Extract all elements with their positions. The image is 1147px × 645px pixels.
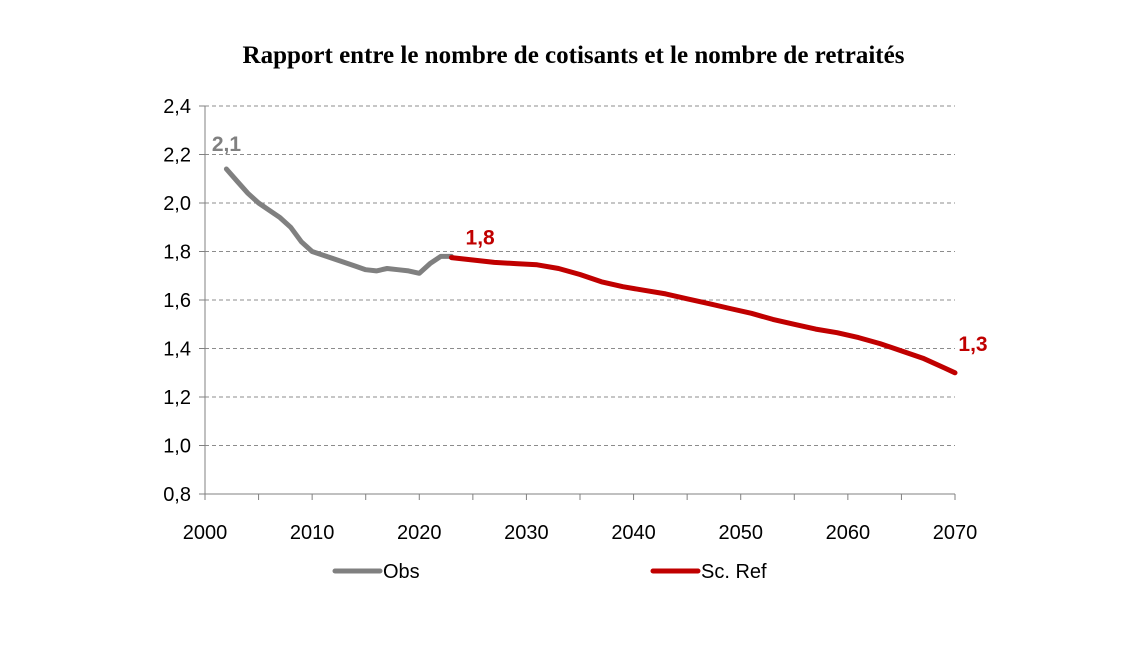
y-tick-label: 1,4: [163, 339, 191, 361]
x-tick-label: 2000: [183, 522, 228, 544]
y-tick-label: 0,8: [163, 484, 191, 506]
x-tick-label: 2070: [933, 522, 978, 544]
chart-title: Rapport entre le nombre de cotisants et …: [242, 42, 905, 69]
x-tick-label: 2050: [718, 522, 763, 544]
gridlines: [205, 105, 955, 446]
y-tick-label: 1,6: [163, 290, 191, 312]
data-labels: 2,1 1,8 1,3: [212, 133, 988, 356]
y-tick-label: 2,0: [163, 193, 191, 215]
x-tick-label: 2040: [611, 522, 656, 544]
data-label: 2,1: [212, 133, 242, 156]
y-tick-label: 2,2: [163, 145, 191, 167]
data-label: 1,3: [958, 333, 987, 356]
series-line-obs: [223, 166, 454, 276]
data-label: 1,8: [466, 226, 496, 249]
y-tick-label: 1,2: [163, 387, 191, 409]
series-lines: [223, 166, 958, 376]
x-tick-label: 2010: [290, 522, 335, 544]
series-line-sc-ref: [448, 255, 958, 376]
y-tick-label: 1,8: [163, 242, 191, 264]
x-tick-label: 2020: [397, 522, 442, 544]
y-tick-label: 1,0: [163, 436, 191, 458]
y-tick-label: 2,4: [163, 96, 191, 118]
legend: Obs Sc. Ref: [332, 561, 767, 583]
legend-label: Sc. Ref: [701, 561, 767, 583]
axes: 0,8 1,0 1,2 1,4 1,6 1,8 2,0 2,2 2,4 2000 2010 2020 2…: [163, 96, 977, 544]
legend-label: Obs: [383, 561, 420, 583]
x-tick-label: 2060: [826, 522, 871, 544]
x-tick-label: 2030: [504, 522, 549, 544]
